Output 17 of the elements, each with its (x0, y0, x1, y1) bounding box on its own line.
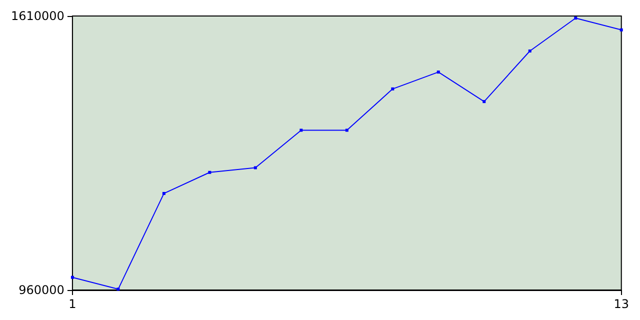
point (254, 166, 257, 170)
y-tick-label: 1610000 (10, 9, 64, 23)
point (574, 16, 578, 20)
point (620, 28, 623, 32)
point (345, 128, 348, 132)
point (482, 100, 486, 104)
x-tick-label: 1 (68, 297, 76, 311)
point (300, 128, 303, 132)
y-tick-label: 960000 (18, 283, 64, 297)
x-tick-label: 13 (614, 297, 630, 311)
point (528, 49, 532, 52)
point (116, 288, 120, 291)
point (391, 87, 394, 90)
point (70, 276, 74, 279)
point (162, 192, 166, 195)
point (208, 170, 212, 174)
point (436, 70, 440, 74)
